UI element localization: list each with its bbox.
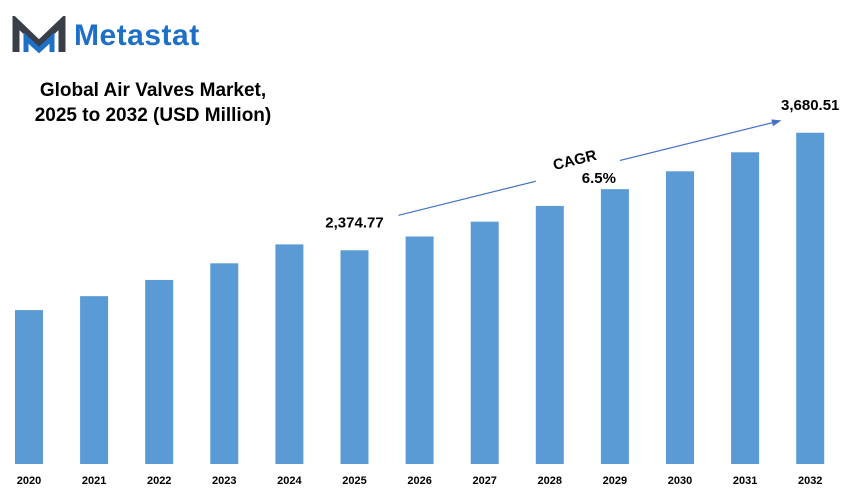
brand-logo: Metastat — [12, 14, 200, 58]
x-tick-label-2025: 2025 — [342, 475, 366, 487]
data-label-2025: 2,374.77 — [325, 214, 383, 231]
x-tick-label-2020: 2020 — [17, 475, 41, 487]
bar-2021 — [80, 296, 109, 464]
x-tick-label-2029: 2029 — [603, 475, 627, 487]
chart-title-line-2: 2025 to 2032 (USD Million) — [34, 105, 272, 126]
x-tick-label-2028: 2028 — [538, 475, 562, 487]
bar-2022 — [145, 279, 174, 464]
x-tick-label-2031: 2031 — [733, 475, 757, 487]
bar-2023 — [210, 263, 239, 464]
bar-2028 — [535, 205, 564, 464]
x-tick-label-2022: 2022 — [147, 475, 171, 487]
chart-title-line-1: Global Air Valves Market, — [39, 80, 267, 101]
x-tick-label-2024: 2024 — [277, 475, 302, 487]
x-tick-label-2026: 2026 — [407, 475, 431, 487]
x-tick-label-2027: 2027 — [472, 475, 496, 487]
x-tick-label-2023: 2023 — [212, 475, 236, 487]
data-label-2032: 3,680.51 — [781, 97, 839, 114]
bar-2024 — [275, 244, 304, 464]
bar-2029 — [600, 189, 629, 465]
brand-name: Metastat — [74, 19, 200, 52]
metastat-logo-icon — [12, 16, 66, 54]
x-tick-label-2021: 2021 — [82, 475, 106, 487]
cagr-label-background — [535, 142, 620, 187]
x-tick-label-2032: 2032 — [798, 475, 822, 487]
bar-2025 — [340, 250, 369, 464]
bar-2030 — [666, 171, 694, 464]
bar-2020 — [15, 310, 43, 464]
cagr-value: 6.5% — [582, 170, 616, 187]
x-tick-label-2030: 2030 — [668, 475, 692, 487]
bar-2026 — [405, 236, 434, 464]
bar-2031 — [731, 152, 760, 464]
bar-2027 — [470, 221, 499, 464]
chart-title: Global Air Valves Market, 2025 to 2032 (… — [14, 78, 292, 128]
bar-2032 — [796, 132, 825, 465]
